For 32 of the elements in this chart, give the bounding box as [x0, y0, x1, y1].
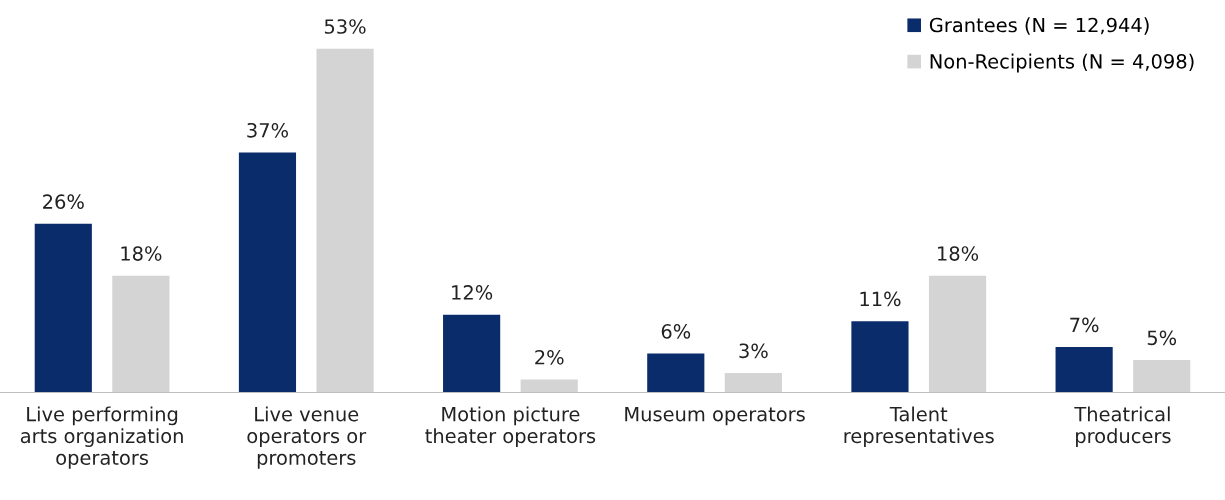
legend-label: Grantees (N = 12,944) — [929, 17, 1149, 35]
x-tick-label: Live performing arts organization operators — [20, 406, 183, 469]
x-tick-label: Theatrical producers — [1074, 406, 1171, 447]
data-label: 3% — [739, 343, 768, 359]
bar — [724, 373, 782, 393]
bar — [34, 223, 92, 393]
legend-label: Non-Recipients (N = 4,098) — [930, 53, 1194, 73]
x-tick-label: Live venue operators or promoters — [247, 406, 367, 469]
data-label: 2% — [535, 349, 564, 365]
bar — [928, 275, 987, 393]
data-label: 26% — [43, 194, 84, 209]
bar — [520, 379, 578, 393]
x-tick-label: Motion picture theater operators — [425, 406, 596, 447]
bar — [1055, 347, 1113, 393]
bar — [851, 321, 909, 393]
data-label: 6% — [661, 324, 691, 339]
x-tick-label: Museum operators — [625, 406, 805, 426]
bar — [112, 275, 170, 393]
bar — [316, 48, 374, 393]
data-label: 18% — [121, 246, 162, 261]
data-label: 12% — [452, 285, 493, 300]
data-label: 11% — [860, 291, 901, 307]
x-tick-label: Talent representatives — [844, 406, 994, 447]
bar — [1133, 360, 1191, 393]
bar — [647, 353, 705, 393]
data-label: 7% — [1070, 317, 1099, 333]
data-label: 5% — [1147, 330, 1177, 346]
bar — [238, 152, 297, 393]
data-label: 18% — [938, 246, 979, 261]
data-label: 53% — [324, 19, 366, 34]
bar — [443, 314, 501, 393]
data-label: 37% — [247, 122, 288, 138]
